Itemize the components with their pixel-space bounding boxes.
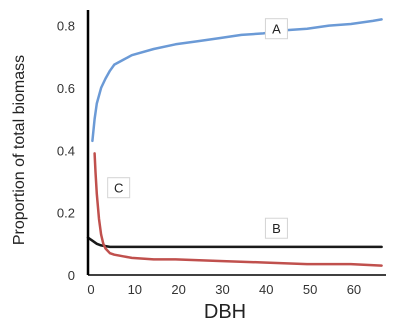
x-tick-labels: 0 10 20 30 40 50 60 <box>87 282 361 297</box>
series-label-text: C <box>114 181 123 196</box>
series-label-c: C <box>107 177 131 199</box>
y-tick-label: 0.6 <box>57 81 75 96</box>
x-tick-label: 30 <box>215 282 229 297</box>
y-tick-label: 0 <box>68 268 75 283</box>
series-label-text: A <box>272 22 281 37</box>
y-tick-label: 0.4 <box>57 143 75 158</box>
series-label-b: B <box>264 217 288 239</box>
x-tick-label: 60 <box>347 282 361 297</box>
series-line-a <box>91 18 383 143</box>
y-tick-label: 0.2 <box>57 206 75 221</box>
series-line-c <box>93 152 383 267</box>
y-tick-labels: 0 0.2 0.4 0.6 0.8 <box>57 19 75 283</box>
series-labels: A B C <box>107 18 288 239</box>
y-tick-label: 0.8 <box>57 19 75 34</box>
series-label-box <box>264 18 288 40</box>
series-label-box <box>264 217 288 239</box>
series-line-b <box>86 236 383 249</box>
x-tick-label: 40 <box>259 282 273 297</box>
x-tick-label: 10 <box>128 282 142 297</box>
series-label-a: A <box>264 18 288 40</box>
x-axis-title: DBH <box>204 301 246 323</box>
series-label-box <box>107 177 131 199</box>
series-label-text: B <box>272 221 281 236</box>
x-tick-label: 20 <box>171 282 185 297</box>
x-tick-label: 0 <box>87 282 94 297</box>
x-tick-label: 50 <box>303 282 317 297</box>
y-axis-title: Proportion of total biomass <box>11 55 28 245</box>
series-layer <box>86 18 383 267</box>
